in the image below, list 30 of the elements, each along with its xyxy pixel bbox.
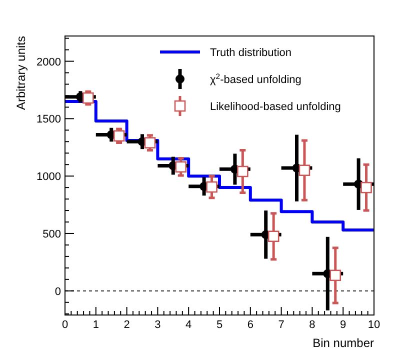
x-tick-label: 4 [186, 319, 192, 331]
x-tick-label: 2 [124, 319, 130, 331]
x-tick-label: 7 [278, 319, 284, 331]
point [237, 166, 248, 178]
point [206, 181, 218, 193]
point [144, 137, 156, 148]
x-tick-label: 9 [340, 319, 346, 331]
y-tick-label: 1500 [36, 114, 61, 126]
y-tick-label: 500 [42, 228, 61, 240]
x-tick-label: 6 [247, 319, 254, 331]
x-tick-label: 0 [62, 319, 68, 331]
x-tick-label: 3 [154, 319, 161, 331]
y-tick-label: 0 [54, 286, 61, 298]
y-tick-label: 1000 [36, 171, 61, 184]
point [268, 230, 280, 242]
point [113, 130, 125, 142]
x-tick-label: 5 [216, 319, 223, 331]
legend-label: Likelihood-based unfolding [210, 101, 341, 113]
y-tick-label: 2000 [36, 56, 61, 68]
x-axis-title: Bin number [312, 336, 374, 350]
point [330, 270, 342, 282]
point [175, 161, 187, 173]
x-tick-label: 8 [309, 319, 316, 331]
point [298, 164, 310, 176]
legend-label: χ$^{2}$-based unfolding [210, 72, 302, 86]
point [360, 182, 372, 194]
x-tick-label: 10 [368, 319, 380, 331]
y-axis-title: Arbitrary units [14, 36, 28, 110]
x-tick-label: 1 [92, 319, 99, 331]
legend-label: Truth distribution [210, 47, 292, 59]
